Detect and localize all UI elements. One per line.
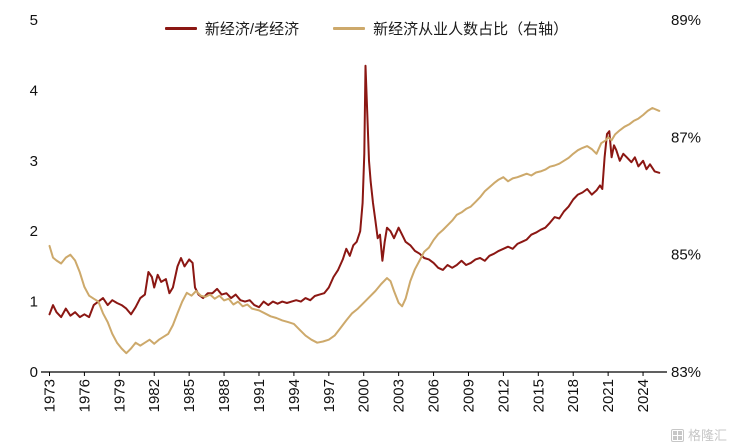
x-tick-label: 2021: [600, 379, 617, 412]
y-right-tick-label: 89%: [671, 12, 701, 29]
y-right-tick-label: 87%: [671, 129, 701, 146]
gelonghui-logo-icon: [670, 429, 684, 442]
y-left-tick-label: 1: [30, 294, 38, 311]
legend-line-swatch-left-series: [164, 27, 197, 30]
y-right-tick-label: 85%: [671, 247, 701, 264]
series-line-right-axis: [48, 107, 661, 355]
y-left-tick-label: 0: [30, 364, 38, 381]
x-tick-label: 2003: [391, 379, 408, 412]
x-tick-label: 1994: [286, 379, 303, 412]
x-tick-label: 1988: [216, 379, 233, 412]
x-tick-label: 1991: [251, 379, 268, 412]
x-tick-label: 2024: [635, 379, 652, 412]
watermark-text: 格隆汇: [687, 428, 727, 443]
series-line-left-axis: [48, 64, 661, 319]
chart-legend: 新经济/老经济 新经济从业人数占比（右轴）: [0, 18, 733, 39]
y-left-tick-label: 4: [30, 82, 38, 99]
x-tick-label: 2018: [565, 379, 582, 412]
x-tick-label: 2012: [495, 379, 512, 412]
series: [48, 64, 661, 355]
x-tick-label: 1985: [181, 379, 198, 412]
y-right-tick-label: 83%: [671, 364, 701, 381]
legend-line-swatch-right-series: [333, 27, 366, 30]
x-tick-label: 1997: [321, 379, 338, 412]
x-tick-label: 1976: [76, 379, 93, 412]
x-tick-label: 1982: [146, 379, 163, 412]
watermark: 格隆汇: [670, 428, 727, 443]
legend-label-left-series: 新经济/老经济: [204, 21, 300, 38]
legend-item-new-old-economy-ratio: 新经济/老经济: [164, 18, 300, 39]
y-left-tick-label: 5: [30, 12, 38, 29]
y-left-tick-label: 2: [30, 223, 38, 240]
x-tick-label: 2009: [460, 379, 477, 412]
legend-item-new-economy-employment-share: 新经济从业人数占比（右轴）: [333, 18, 568, 39]
x-tick-label: 1979: [111, 379, 128, 412]
x-tick-label: 2006: [426, 379, 443, 412]
axes: 1973 1976 1979 1982 1985 1988 1991 1994 1997 2000…: [30, 12, 701, 412]
legend-label-right-series: 新经济从业人数占比（右轴）: [373, 21, 569, 38]
x-tick-label: 2000: [356, 379, 373, 412]
x-tick-label: 1973: [41, 379, 58, 412]
x-tick-label: 2015: [530, 379, 547, 412]
y-left-tick-label: 3: [30, 153, 38, 170]
